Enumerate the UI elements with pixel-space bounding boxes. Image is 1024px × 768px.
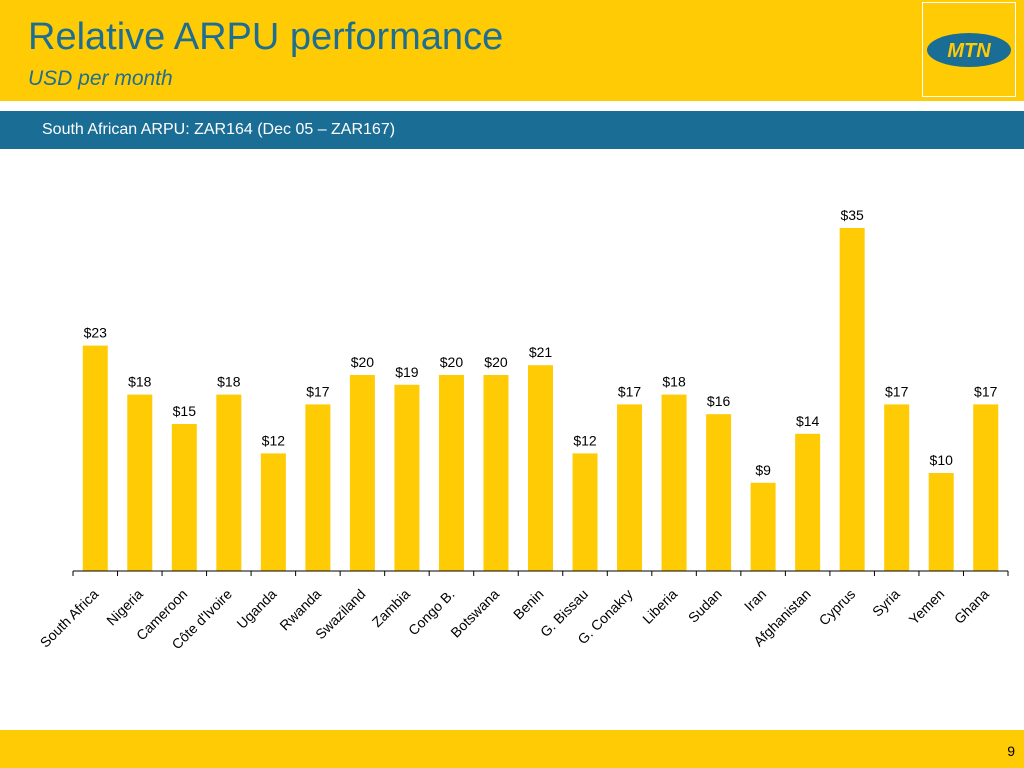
data-label-1: $18 xyxy=(128,374,152,390)
data-label-12: $17 xyxy=(618,383,642,399)
bar-9 xyxy=(483,375,509,571)
bar-3 xyxy=(216,394,242,571)
bar-17 xyxy=(839,228,865,571)
bar-16 xyxy=(795,433,821,571)
category-label-14: Sudan xyxy=(685,586,725,626)
data-label-4: $12 xyxy=(262,432,286,448)
data-label-18: $17 xyxy=(885,383,909,399)
bar-18 xyxy=(884,404,910,571)
data-label-20: $17 xyxy=(974,383,998,399)
bar-10 xyxy=(528,365,553,571)
bar-5 xyxy=(305,404,331,571)
category-label-15: Iran xyxy=(741,586,769,614)
data-label-13: $18 xyxy=(662,374,686,390)
category-label-17: Cyprus xyxy=(816,586,859,629)
bar-11 xyxy=(572,453,598,571)
data-label-3: $18 xyxy=(217,374,241,390)
bar-2 xyxy=(171,424,197,571)
header-band: Relative ARPU performance USD per month … xyxy=(0,0,1024,101)
data-label-17: $35 xyxy=(840,207,864,223)
bar-8 xyxy=(438,375,464,571)
data-label-7: $19 xyxy=(395,364,419,380)
category-label-10: Benin xyxy=(510,586,547,623)
category-label-20: Ghana xyxy=(951,586,992,627)
data-label-0: $23 xyxy=(84,325,108,341)
bar-6 xyxy=(349,375,375,571)
logo-text: MTN xyxy=(947,40,991,62)
category-label-4: Uganda xyxy=(233,586,279,632)
bar-7 xyxy=(394,384,420,571)
category-label-18: Syria xyxy=(869,586,903,620)
bar-0 xyxy=(82,345,108,571)
bar-15 xyxy=(750,482,776,571)
category-label-1: Nigeria xyxy=(103,586,146,629)
data-label-16: $14 xyxy=(796,413,820,429)
category-label-9: Botswana xyxy=(447,586,502,641)
category-label-13: Liberia xyxy=(639,586,680,627)
data-label-10: $21 xyxy=(529,344,553,360)
data-label-19: $10 xyxy=(930,452,954,468)
data-label-8: $20 xyxy=(440,354,464,370)
category-label-0: South Africa xyxy=(37,586,102,651)
mtn-logo: MTN xyxy=(927,33,1011,67)
bar-13 xyxy=(661,394,687,571)
data-label-14: $16 xyxy=(707,393,731,409)
footer-band: 9 xyxy=(0,730,1024,768)
data-label-2: $15 xyxy=(173,403,197,419)
data-label-15: $9 xyxy=(755,462,771,478)
data-label-9: $20 xyxy=(484,354,508,370)
info-band: South African ARPU: ZAR164 (Dec 05 – ZAR… xyxy=(0,111,1024,149)
page-number: 9 xyxy=(1007,743,1015,759)
data-label-6: $20 xyxy=(351,354,375,370)
bar-12 xyxy=(617,404,643,571)
category-label-7: Zambia xyxy=(369,586,413,630)
category-label-19: Yemen xyxy=(906,586,948,628)
page-title: Relative ARPU performance xyxy=(28,16,504,58)
bar-14 xyxy=(706,414,732,571)
bar-19 xyxy=(928,473,954,571)
arpu-note: South African ARPU: ZAR164 (Dec 05 – ZAR… xyxy=(42,121,396,138)
logo-frame: MTN xyxy=(922,2,1016,97)
bar-4 xyxy=(260,453,286,571)
data-label-11: $12 xyxy=(573,432,597,448)
bar-1 xyxy=(127,394,153,571)
page-subtitle: USD per month xyxy=(28,67,173,90)
bar-20 xyxy=(973,404,999,571)
data-label-5: $17 xyxy=(306,383,330,399)
